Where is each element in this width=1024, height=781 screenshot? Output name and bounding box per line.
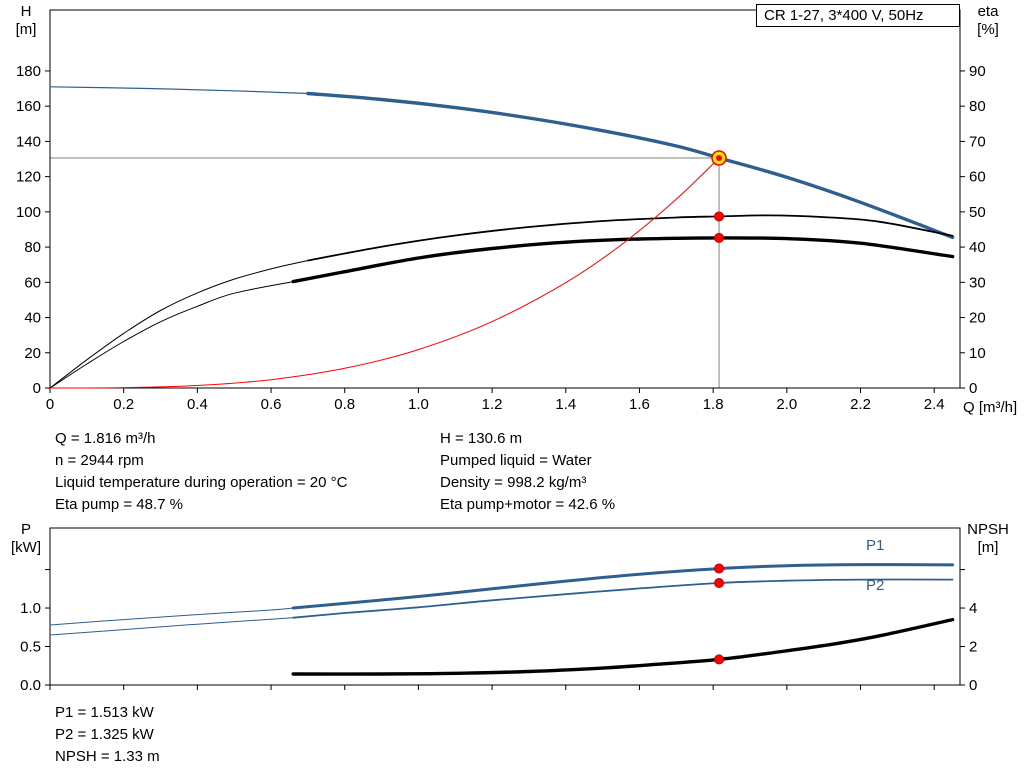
y-right-tick-label: 90	[969, 63, 986, 80]
x-tick-label: 1.4	[555, 396, 576, 413]
eta-axis-unit: [%]	[977, 21, 999, 38]
npsh-curve	[291, 617, 955, 676]
y-left-tick-label: 180	[16, 63, 41, 80]
x-tick-label: 0.4	[187, 396, 208, 413]
y-left-tick-label: 160	[16, 98, 41, 115]
pump-title-box: CR 1-27, 3*400 V, 50Hz	[756, 4, 960, 27]
y-left-tick-label: 100	[16, 204, 41, 221]
head-curve-extrapolated	[49, 86, 309, 95]
y-right-tick-label: 80	[969, 98, 986, 115]
eta-axis-title: eta	[977, 3, 999, 20]
x-tick-label: 2.2	[850, 396, 871, 413]
npsh-point	[714, 654, 725, 665]
info-liquid-temp: Liquid temperature during operation = 20…	[55, 474, 348, 491]
y-right-tick-label: 60	[969, 169, 986, 186]
power-axis-title: P	[20, 521, 31, 538]
info-density: Density = 998.2 kg/m³	[440, 474, 587, 491]
duty-point-center	[716, 154, 723, 161]
info-npsh: NPSH = 1.33 m	[55, 748, 160, 765]
head-curve	[306, 91, 955, 240]
result-info: P1 = 1.513 kW P2 = 1.325 kW NPSH = 1.33 …	[55, 702, 160, 768]
npsh-axis-unit: [m]	[977, 539, 999, 556]
p1-curve-extrapolated	[49, 607, 294, 626]
power-axis-label: P [kW]	[4, 521, 48, 557]
plot-border	[49, 9, 961, 389]
info-p1: P1 = 1.513 kW	[55, 704, 154, 721]
info-eta-pump-motor: Eta pump+motor = 42.6 %	[440, 496, 616, 513]
info-eta-pump: Eta pump = 48.7 %	[55, 496, 183, 513]
eta-pump-motor-extrapolated	[49, 281, 294, 389]
p1-curve	[291, 563, 955, 610]
npsh-axis-title: NPSH	[967, 521, 1009, 538]
y-left-tick-label: 80	[24, 239, 41, 256]
eta-axis-label: eta [%]	[960, 3, 1016, 39]
x-tick-label: 0.2	[113, 396, 134, 413]
duty-info-left: Q = 1.816 m³/h n = 2944 rpm Liquid tempe…	[55, 428, 347, 516]
p2-curve	[292, 578, 954, 619]
head-axis-label: H [m]	[4, 3, 48, 39]
y-left-tick-label: 0.0	[20, 677, 41, 694]
y-right-tick-label: 0	[969, 380, 977, 397]
info-pumped-liquid: Pumped liquid = Water	[440, 452, 592, 469]
y-left-tick-label: 120	[16, 169, 41, 186]
y-right-tick-label: 40	[969, 239, 986, 256]
head-axis-title: H	[20, 3, 32, 20]
power-axis-unit: [kW]	[11, 539, 41, 556]
p1-point	[714, 563, 725, 574]
duty-info-right: H = 130.6 m Pumped liquid = Water Densit…	[440, 428, 615, 516]
y-left-tick-label: 140	[16, 133, 41, 150]
y-left-tick-label: 0	[33, 380, 41, 397]
y-left-tick-label: 1.0	[20, 600, 41, 617]
p2-point	[714, 578, 725, 589]
qh-eta-chart: 0 0.2 0.4 0.6 0.8 1.0 1.2 1.4 1.6 1.8 2.0 2.2 2.4 0 20…	[16, 9, 986, 413]
p2-curve-label: P2	[866, 577, 885, 594]
y-right-tick-label: 70	[969, 133, 986, 150]
x-tick-label: 1.6	[629, 396, 650, 413]
y-left-tick-label: 60	[24, 274, 41, 291]
eta-pump-motor-point	[714, 232, 725, 243]
y-left-tick-label: 20	[24, 345, 41, 362]
x-tick-label: 1.8	[703, 396, 724, 413]
y-right-tick-label: 30	[969, 274, 986, 291]
plot-border	[49, 527, 961, 686]
info-p2: P2 = 1.325 kW	[55, 726, 154, 743]
power-npsh-chart: 0.0 0.5 1.0 0 2 4	[20, 527, 977, 694]
y-left-tick-label: 0.5	[20, 639, 41, 656]
y-left-tick-label: 40	[24, 310, 41, 327]
system-curve	[49, 157, 720, 389]
p2-curve-extrapolated	[49, 617, 294, 636]
eta-pump	[307, 214, 954, 262]
p1-curve-label: P1	[866, 537, 885, 554]
x-tick-label: 0.6	[261, 396, 282, 413]
eta-pump-point	[714, 211, 725, 222]
y-right-tick-label: 20	[969, 310, 986, 327]
npsh-axis-label: NPSH [m]	[956, 521, 1020, 557]
y-right-tick-label: 10	[969, 345, 986, 362]
info-head: H = 130.6 m	[440, 430, 523, 447]
y-right-tick-label: 0	[969, 677, 977, 694]
x-tick-label: 0.8	[334, 396, 355, 413]
y-right-tick-label: 50	[969, 204, 986, 221]
pump-title: CR 1-27, 3*400 V, 50Hz	[764, 7, 924, 24]
x-tick-label: 2.4	[924, 396, 945, 413]
head-axis-unit: [m]	[15, 21, 37, 38]
eta-pump-extrapolated	[49, 260, 309, 389]
info-flow: Q = 1.816 m³/h	[55, 430, 156, 447]
x-tick-label: 0	[46, 396, 54, 413]
x-tick-label: 1.2	[482, 396, 503, 413]
eta-pump-motor	[291, 236, 955, 284]
y-right-tick-label: 4	[969, 600, 977, 617]
y-right-tick-label: 2	[969, 639, 977, 656]
x-tick-label: 1.0	[408, 396, 429, 413]
x-tick-label: 2.0	[776, 396, 797, 413]
info-speed: n = 2944 rpm	[55, 452, 144, 469]
flow-axis-label: Q [m³/h]	[963, 399, 1018, 416]
